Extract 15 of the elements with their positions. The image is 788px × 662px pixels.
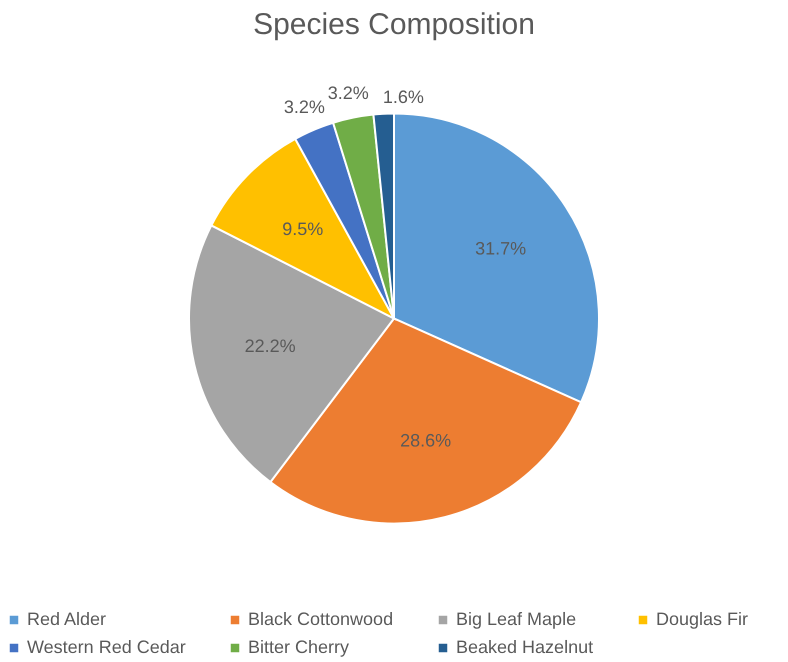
data-label: 1.6% [382, 86, 424, 107]
legend-label: Douglas Fir [656, 609, 748, 629]
data-label: 9.5% [282, 219, 324, 240]
data-label: 3.2% [284, 96, 325, 117]
data-label: 31.7% [475, 238, 526, 258]
legend-label: Big Leaf Maple [456, 609, 576, 629]
legend-label: Western Red Cedar [27, 637, 186, 657]
chart-title: Species Composition [253, 8, 535, 41]
data-label: 3.2% [328, 83, 369, 104]
data-label: 22.2% [244, 336, 296, 356]
legend-label: Beaked Hazelnut [456, 637, 594, 657]
legend-label: Bitter Cherry [248, 637, 350, 657]
legend-label: Red Alder [27, 609, 106, 629]
legend-label: Black Cottonwood [248, 609, 394, 629]
data-label: 28.6% [400, 430, 452, 451]
